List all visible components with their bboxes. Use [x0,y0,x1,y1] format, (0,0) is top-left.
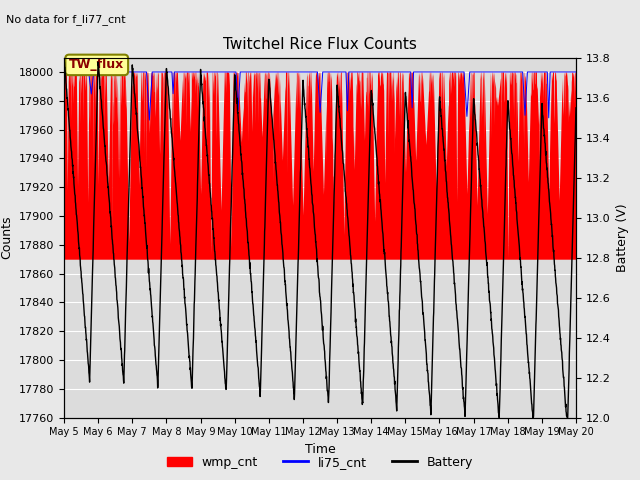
Y-axis label: Battery (V): Battery (V) [616,204,629,272]
Title: Twitchel Rice Flux Counts: Twitchel Rice Flux Counts [223,37,417,52]
Legend: wmp_cnt, li75_cnt, Battery: wmp_cnt, li75_cnt, Battery [162,451,478,474]
X-axis label: Time: Time [305,443,335,456]
Y-axis label: Counts: Counts [1,216,13,259]
Text: TW_flux: TW_flux [69,59,124,72]
Text: No data for f_li77_cnt: No data for f_li77_cnt [6,14,126,25]
